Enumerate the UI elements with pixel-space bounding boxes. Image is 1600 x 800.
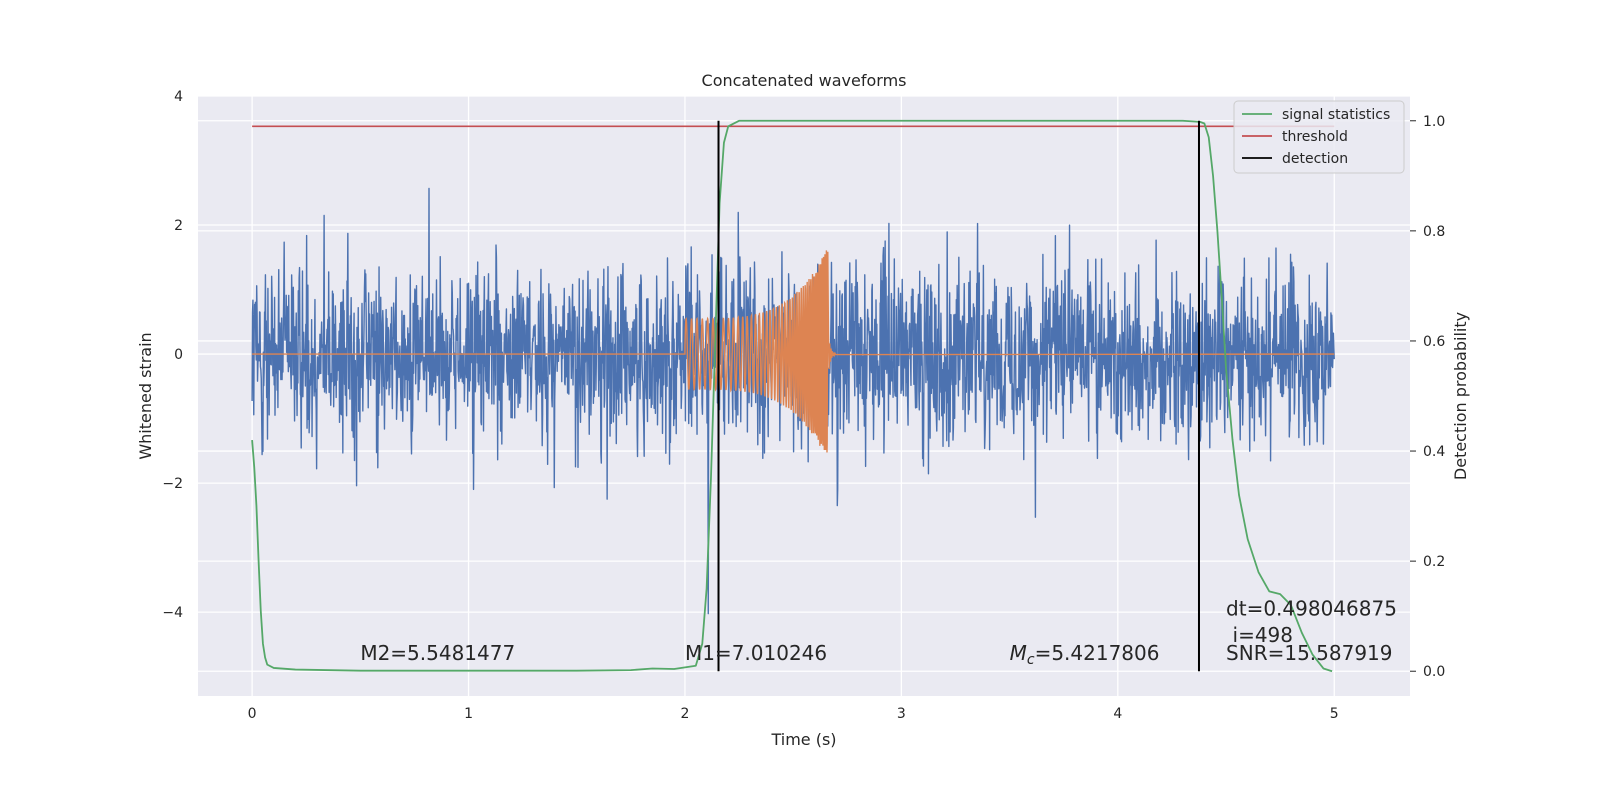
x-tick-label: 4: [1113, 706, 1122, 722]
legend-box: [1233, 100, 1405, 174]
annotation-mc-prefix: M: [1010, 641, 1027, 665]
y-right-tick-label: 1.0: [1423, 114, 1445, 130]
y-right-tick-label: 0.2: [1423, 554, 1445, 570]
y-left-tick-label: 2: [174, 218, 183, 234]
x-tick-label: 1: [464, 706, 473, 722]
annotation-m2: M2=5.5481477: [360, 641, 515, 665]
x-axis-label: Time (s): [770, 730, 836, 749]
signal-statistics-line: [251, 119, 1333, 673]
annotation-mc: Mc=5.4217806: [1010, 641, 1160, 668]
y-right-tick-label: 0.4: [1423, 444, 1445, 460]
annotation-mc-subscript: c: [1027, 652, 1035, 668]
x-tick-label: 5: [1330, 706, 1339, 722]
y-left-tick-label: 4: [174, 89, 183, 105]
annotation-layer: M2=5.5481477 M1=7.010246 Mc=5.4217806 dt=0.…: [360, 597, 1397, 669]
annotation-dt: dt=0.498046875: [1226, 597, 1397, 621]
series-layer: [251, 119, 1335, 673]
legend-label-detection: detection: [1282, 151, 1348, 167]
annotation-mc-value: =5.4217806: [1035, 641, 1160, 665]
tick-layer: 0 1 2 3 4 5 4 2 0 −2 −4 1.0 0.8 0.6 0.4 0.2 0.0: [162, 89, 1445, 722]
annotation-snr: SNR=15.587919: [1226, 641, 1392, 665]
chirp-series-line: [252, 250, 1335, 453]
x-tick-label: 3: [897, 706, 906, 722]
x-tick-label: 2: [681, 706, 690, 722]
y-right-tick-label: 0.6: [1423, 334, 1445, 350]
y-left-tick-label: −4: [162, 605, 183, 621]
y-left-tick-label: −2: [162, 476, 183, 492]
y-right-tick-label: 0.0: [1423, 664, 1445, 680]
legend: signal statistics threshold detection: [1233, 100, 1405, 174]
chart-title: Concatenated waveforms: [702, 71, 907, 90]
legend-label-threshold: threshold: [1282, 129, 1348, 145]
y-axis-label-left: Whitened strain: [136, 332, 155, 459]
y-left-tick-label: 0: [174, 347, 183, 363]
y-axis-label-right: Detection probability: [1451, 312, 1470, 480]
x-tick-label: 0: [248, 706, 257, 722]
legend-label-signal-statistics: signal statistics: [1282, 107, 1390, 123]
annotation-i: i=498: [1233, 623, 1294, 647]
annotation-m1: M1=7.010246: [685, 641, 827, 665]
y-right-tick-label: 0.8: [1423, 224, 1445, 240]
